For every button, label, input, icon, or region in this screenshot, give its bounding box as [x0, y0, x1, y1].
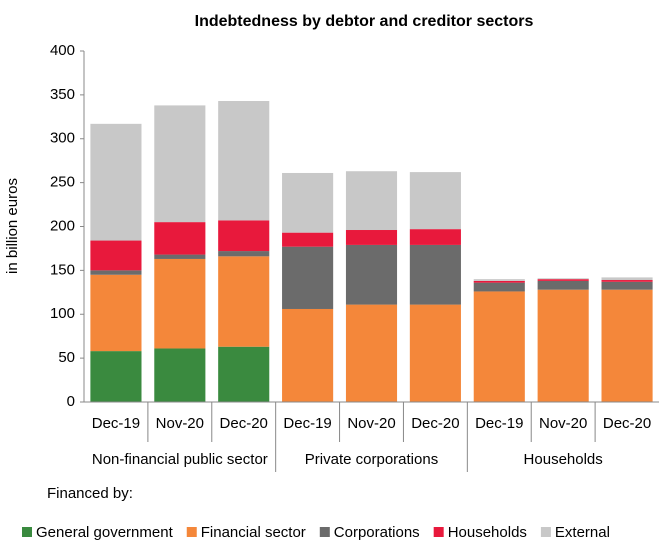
- bar-segment: [282, 172, 334, 233]
- legend-label: Financial sector: [201, 524, 306, 540]
- group-label: Private corporations: [305, 451, 438, 468]
- bar-segment: [282, 308, 334, 402]
- bar-segment: [601, 277, 653, 281]
- y-tick-label: 150: [50, 261, 75, 278]
- bar-segment: [537, 289, 589, 402]
- bar-segment: [537, 279, 589, 281]
- bar-segment: [473, 280, 525, 283]
- bar-segment: [473, 291, 525, 402]
- y-tick-label: 200: [50, 217, 75, 234]
- bar-segment: [90, 240, 142, 271]
- bar-segment: [154, 105, 206, 223]
- x-tick-label: Nov-20: [539, 415, 587, 432]
- bar-segment: [409, 229, 461, 245]
- bar-segment: [409, 244, 461, 305]
- bar-segment: [282, 246, 334, 309]
- bar-segment: [473, 279, 525, 281]
- legend-swatch: [433, 527, 444, 537]
- legend-label: External: [555, 524, 610, 540]
- y-tick-label: 0: [67, 393, 75, 410]
- legend-label: Corporations: [334, 524, 420, 540]
- bar-segment: [345, 244, 398, 305]
- bar-segment: [601, 289, 653, 402]
- bar-segment: [154, 254, 206, 259]
- bar-segment: [601, 281, 653, 290]
- bar-segment: [282, 232, 334, 247]
- legend-title: Financed by:: [47, 485, 133, 502]
- x-tick-label: Dec-19: [283, 415, 331, 432]
- x-tick-label: Dec-19: [92, 415, 140, 432]
- bar-segment: [537, 280, 589, 290]
- legend-swatch: [186, 527, 197, 537]
- bar-segment: [90, 123, 142, 241]
- x-tick-label: Dec-19: [475, 415, 523, 432]
- bar-segment: [537, 278, 589, 280]
- bar-segment: [473, 282, 525, 292]
- bar-segment: [409, 304, 461, 402]
- x-tick-label: Dec-20: [603, 415, 651, 432]
- bar-segment: [345, 230, 398, 245]
- bar-segment: [218, 101, 270, 221]
- chart-title: Indebtedness by debtor and creditor sect…: [195, 13, 534, 30]
- y-tick-label: 300: [50, 130, 75, 147]
- legend-swatch: [319, 527, 330, 537]
- group-label: Non-financial public sector: [92, 451, 268, 468]
- legend-label: Households: [448, 524, 527, 540]
- bar-segment: [409, 172, 461, 230]
- x-tick-label: Nov-20: [156, 415, 204, 432]
- bar-segment: [345, 304, 398, 402]
- y-axis-label: in billion euros: [4, 178, 21, 274]
- bar-segment: [218, 251, 270, 257]
- y-tick-label: 50: [58, 349, 75, 366]
- y-tick-label: 250: [50, 174, 75, 191]
- y-tick-label: 350: [50, 86, 75, 103]
- legend-label: General government: [36, 524, 174, 540]
- legend-swatch: [540, 527, 551, 537]
- bar-segment: [90, 270, 142, 275]
- bar-segment: [154, 222, 206, 255]
- bar-segment: [601, 280, 653, 282]
- bar-segment: [218, 346, 270, 402]
- bar-segment: [154, 258, 206, 349]
- bar-segment: [90, 351, 142, 402]
- x-tick-label: Dec-20: [411, 415, 459, 432]
- bar-segment: [218, 256, 270, 347]
- group-label: Households: [524, 451, 603, 468]
- bar-segment: [90, 274, 142, 352]
- y-tick-label: 400: [50, 42, 75, 59]
- x-tick-label: Nov-20: [347, 415, 395, 432]
- bar-segment: [345, 171, 398, 231]
- y-tick-label: 100: [50, 305, 75, 322]
- legend-swatch: [22, 527, 32, 537]
- x-tick-label: Dec-20: [220, 415, 268, 432]
- bar-segment: [218, 220, 270, 252]
- bar-segment: [154, 348, 206, 402]
